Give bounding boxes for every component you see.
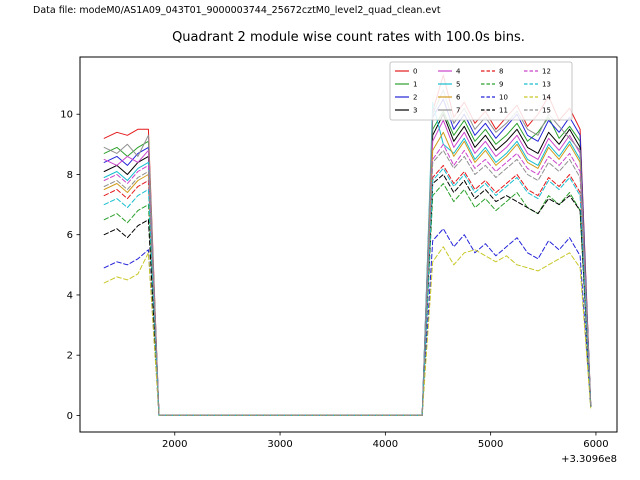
x-tick-label: 5000 bbox=[478, 439, 503, 450]
legend-label-8: 8 bbox=[499, 68, 503, 76]
series-line-7 bbox=[103, 89, 592, 416]
y-tick-label: 2 bbox=[67, 351, 73, 362]
y-tick-label: 4 bbox=[67, 290, 73, 301]
legend-box bbox=[389, 61, 573, 121]
legend-label-1: 1 bbox=[413, 81, 417, 89]
x-tick-label: 4000 bbox=[373, 439, 398, 450]
y-axis: 0 2 4 6 8 10 bbox=[60, 110, 80, 422]
legend-label-7: 7 bbox=[456, 107, 460, 115]
series-line-11 bbox=[103, 174, 592, 416]
x-axis: 2000 3000 4000 5000 6000 +3.3096e8 bbox=[162, 432, 617, 465]
chart-title: Quadrant 2 module wise count rates with … bbox=[172, 30, 525, 45]
legend-label-4: 4 bbox=[456, 68, 461, 76]
series-line-13 bbox=[103, 167, 592, 416]
series-line-3 bbox=[103, 113, 592, 416]
legend-label-0: 0 bbox=[413, 68, 417, 76]
series-line-5 bbox=[103, 101, 592, 416]
x-axis-offset-label: +3.3096e8 bbox=[561, 454, 617, 465]
x-tick-label: 3000 bbox=[267, 439, 292, 450]
series-line-2 bbox=[103, 98, 592, 416]
series-line-0 bbox=[103, 74, 592, 416]
series-line-12 bbox=[103, 143, 592, 416]
x-tick-label: 6000 bbox=[583, 439, 608, 450]
series-line-4 bbox=[103, 119, 592, 416]
legend-label-10: 10 bbox=[499, 94, 508, 102]
legend-label-12: 12 bbox=[542, 68, 551, 76]
legend-label-11: 11 bbox=[499, 107, 508, 115]
data-file-label: Data file: modeM0/AS1A09_043T01_90000037… bbox=[33, 5, 441, 16]
legend-label-9: 9 bbox=[499, 81, 503, 89]
series-line-14 bbox=[103, 246, 592, 416]
series-line-10 bbox=[103, 228, 592, 416]
series-line-1 bbox=[103, 110, 592, 416]
series-line-8 bbox=[103, 164, 592, 416]
plot-frame bbox=[79, 56, 618, 433]
y-tick-label: 6 bbox=[67, 230, 73, 241]
legend-label-2: 2 bbox=[413, 94, 417, 102]
series-line-9 bbox=[103, 183, 592, 416]
legend-label-5: 5 bbox=[456, 81, 460, 89]
legend-label-6: 6 bbox=[456, 94, 461, 102]
y-tick-label: 0 bbox=[67, 411, 73, 422]
y-tick-label: 8 bbox=[67, 170, 73, 181]
x-tick-label: 2000 bbox=[162, 439, 187, 450]
legend-label-13: 13 bbox=[542, 81, 551, 89]
series-line-15 bbox=[103, 149, 592, 416]
series-line-6 bbox=[103, 131, 592, 416]
legend-label-15: 15 bbox=[542, 107, 551, 115]
legend-label-3: 3 bbox=[413, 107, 417, 115]
y-tick-label: 10 bbox=[60, 110, 73, 121]
series-lines bbox=[103, 74, 592, 416]
legend-label-14: 14 bbox=[542, 94, 551, 102]
